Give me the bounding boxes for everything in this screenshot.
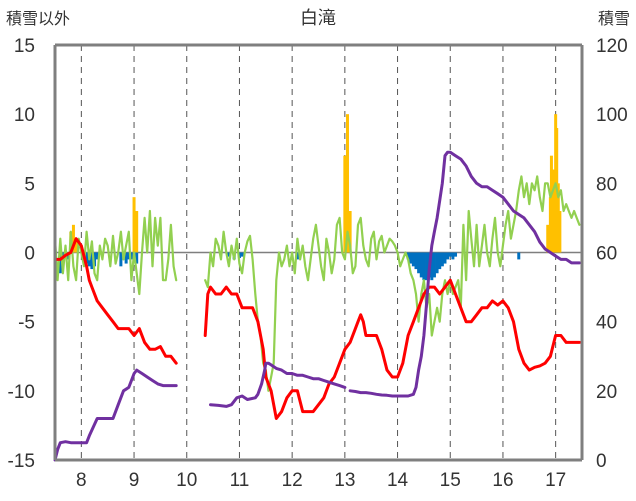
right-tick-label: 120 [596, 36, 628, 57]
x-tick-label: 14 [387, 470, 409, 491]
right-tick-label: 60 [596, 244, 617, 265]
blue-bar [440, 252, 444, 267]
blue-bar [435, 252, 439, 274]
axes [53, 43, 584, 462]
green-series-line [53, 209, 178, 296]
orange-bar [551, 169, 555, 253]
right-tick-label: 80 [596, 174, 617, 195]
x-tick-label: 17 [545, 470, 566, 491]
blue-bar [417, 252, 421, 274]
x-tick-label: 10 [176, 470, 197, 491]
right-tick-label: 0 [596, 451, 607, 472]
blue-bar [517, 252, 521, 260]
orange-bar [345, 114, 349, 253]
left-axis-ticks: -15 -10 -5 0 5 10 15 [8, 36, 35, 472]
left-tick-label: -10 [8, 382, 35, 403]
blue-bar [93, 252, 97, 267]
chart-title: 白滝 [300, 8, 336, 29]
blue-bar [119, 252, 123, 267]
blue-bar [95, 252, 99, 260]
blue-bar [90, 252, 94, 270]
x-tick-label: 16 [492, 470, 513, 491]
blue-bar [406, 252, 410, 260]
orange-bar [132, 197, 136, 253]
blue-bar [240, 252, 244, 257]
red-series-line [53, 237, 178, 365]
blue-bar [419, 252, 423, 278]
blue-bar [295, 252, 299, 260]
right-tick-label: 40 [596, 313, 617, 334]
right-tick-label: 100 [596, 105, 628, 126]
blue-bar [409, 252, 413, 264]
orange-bar [71, 224, 75, 253]
blue-bar [411, 252, 415, 267]
blue-bar [58, 252, 62, 274]
purple-series-line [53, 368, 178, 462]
left-tick-label: 0 [24, 244, 35, 265]
purple-series-line [348, 150, 581, 398]
purple-series-line [209, 361, 347, 408]
blue-bar [127, 252, 131, 260]
orange-bar [549, 155, 553, 253]
blue-bar [446, 252, 450, 260]
right-axis-ticks: 0 20 40 60 80 100 120 [596, 36, 628, 472]
orange-bar [558, 211, 562, 253]
left-tick-label: 5 [24, 174, 35, 195]
right-axis-title: 積雪 [598, 9, 630, 28]
blue-bar [451, 252, 455, 260]
blue-bar [448, 252, 452, 257]
blue-bar [443, 252, 447, 264]
blue-bar [430, 252, 434, 281]
blue-bar [438, 252, 442, 270]
blue-bar [85, 252, 89, 264]
blue-bar [135, 252, 139, 264]
blue-bar [227, 252, 231, 257]
blue-bar [432, 252, 436, 278]
blue-bar [66, 252, 70, 260]
orange-bar [546, 224, 550, 253]
left-axis-title: 積雪以外 [6, 9, 70, 28]
blue-bar [124, 252, 128, 264]
x-tick-label: 9 [129, 470, 140, 491]
blue-bar [454, 252, 458, 257]
left-tick-label: -5 [18, 313, 35, 334]
blue-bar [425, 252, 429, 281]
line-layer [53, 150, 581, 462]
blue-bar [422, 252, 426, 281]
orange-bar [556, 183, 560, 253]
left-tick-label: 15 [14, 36, 35, 57]
x-tick-label: 11 [230, 470, 250, 491]
x-axis-ticks: 8 9 10 11 12 13 14 15 16 17 [76, 470, 566, 491]
left-tick-label: -15 [8, 451, 35, 472]
x-tick-label: 12 [282, 470, 303, 491]
right-tick-label: 20 [596, 382, 617, 403]
orange-bar [74, 238, 78, 253]
orange-bar [135, 211, 139, 253]
orange-bar [348, 211, 352, 253]
left-tick-label: 10 [14, 105, 35, 126]
orange-bar [343, 155, 347, 253]
x-tick-label: 13 [334, 470, 355, 491]
blue-bar [414, 252, 418, 270]
x-tick-label: 8 [76, 470, 87, 491]
x-tick-label: 15 [440, 470, 461, 491]
blue-bar [129, 252, 133, 260]
